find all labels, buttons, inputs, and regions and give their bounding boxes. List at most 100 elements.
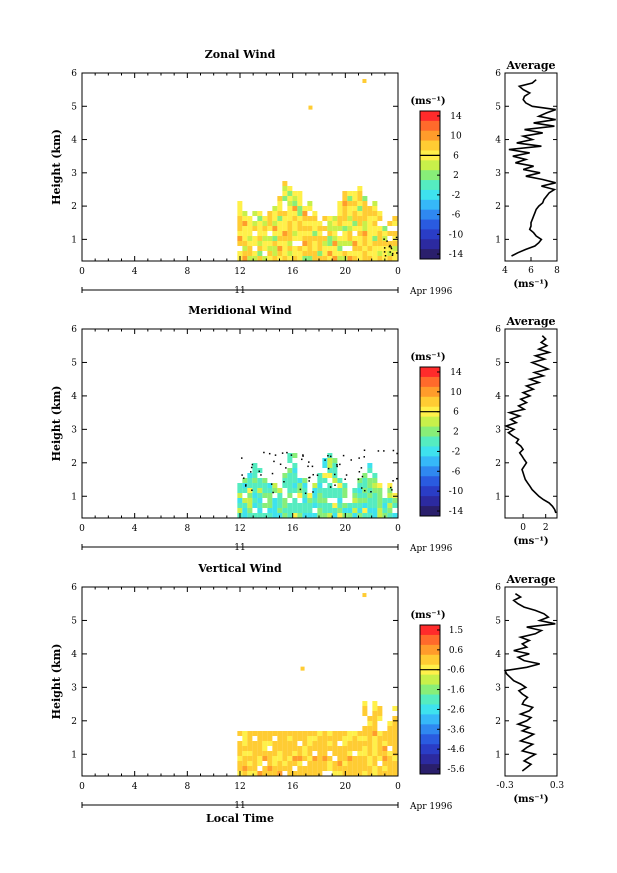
- heatmap-cell: [257, 498, 263, 503]
- heatmap-cell: [267, 236, 273, 241]
- heatmap-cell: [387, 251, 393, 256]
- heatmap-cell: [367, 498, 373, 503]
- heatmap-cell: [357, 488, 363, 493]
- heatmap-cell: [297, 256, 303, 261]
- y-tick-label: 2: [71, 459, 77, 469]
- contour-dot: [286, 451, 288, 454]
- heatmap-cell: [357, 201, 363, 206]
- heatmap-cell: [327, 736, 333, 741]
- heatmap-cell: [362, 761, 368, 766]
- heatmap-cell: [317, 766, 323, 771]
- heatmap-cell: [302, 493, 308, 498]
- heatmap-cell: [282, 231, 288, 236]
- heatmap-cell: [262, 231, 268, 236]
- colorbar-swatch: [420, 189, 440, 201]
- heatmap-cell: [347, 731, 353, 736]
- heatmap-cell: [277, 488, 283, 493]
- heatmap-cell: [262, 221, 268, 226]
- heatmap-cell: [257, 221, 263, 226]
- contour-dot: [302, 454, 304, 456]
- heatmap-cell: [262, 256, 268, 261]
- heatmap-cell: [242, 746, 248, 751]
- heatmap-cell: [257, 226, 263, 231]
- heatmap-cell: [387, 721, 393, 726]
- heatmap-cell: [247, 246, 253, 251]
- heatmap-cell: [282, 226, 288, 231]
- heatmap-cell: [332, 771, 338, 776]
- heatmap-cell: [357, 498, 363, 503]
- heatmap-cell: [337, 731, 343, 736]
- heatmap-cell: [342, 231, 348, 236]
- heatmap-cell: [297, 736, 303, 741]
- heatmap-cell: [372, 251, 378, 256]
- heatmap-cell: [347, 231, 353, 236]
- heatmap-cell: [292, 771, 298, 776]
- heatmap-cell: [282, 221, 288, 226]
- colorbar-swatch: [420, 644, 440, 656]
- heatmap-cell: [312, 221, 318, 226]
- heatmap-cell: [307, 206, 313, 211]
- contour-dot: [329, 486, 332, 488]
- heatmap-cell: [387, 493, 393, 498]
- heatmap-cell: [372, 231, 378, 236]
- heatmap-cell: [337, 756, 343, 761]
- heatmap-cell: [342, 483, 348, 488]
- heatmap-cell: [317, 226, 323, 231]
- heatmap-cell: [267, 251, 273, 256]
- heatmap-cell: [322, 493, 328, 498]
- heatmap-cell: [277, 246, 283, 251]
- heatmap-cell: [322, 226, 328, 231]
- heatmap-cell: [377, 756, 383, 761]
- heatmap-cell: [302, 751, 308, 756]
- heatmap-cell: [262, 513, 268, 518]
- heatmap-cell: [307, 221, 313, 226]
- heatmap-cell: [362, 483, 368, 488]
- heatmap-cell: [262, 241, 268, 246]
- heatmap-cell: [317, 498, 323, 503]
- heatmap-cell: [252, 503, 258, 508]
- heatmap-cell: [322, 746, 328, 751]
- heatmap-cell: [292, 478, 298, 483]
- colorbar-tick-label: -10: [449, 230, 464, 240]
- heatmap-cell: [347, 221, 353, 226]
- heatmap-cell: [347, 756, 353, 761]
- heatmap-cell: [362, 211, 368, 216]
- heatmap-cell: [292, 236, 298, 241]
- heatmap-cell: [372, 498, 378, 503]
- heatmap-cell: [287, 771, 293, 776]
- heatmap-cell: [252, 741, 258, 746]
- colorbar-swatch: [420, 754, 440, 765]
- x-tick-label: 12: [234, 782, 245, 792]
- y-tick-label: 3: [71, 169, 77, 179]
- heatmap-cell: [297, 513, 303, 518]
- heatmap-cell: [367, 468, 373, 473]
- colorbar-tick-label: 10: [450, 388, 462, 398]
- heatmap-cell: [272, 251, 278, 256]
- heatmap-cell: [272, 761, 278, 766]
- heatmap-cell: [372, 716, 378, 721]
- colorbar-swatch: [420, 396, 440, 408]
- heatmap-cell: [292, 201, 298, 206]
- heatmap-cell: [357, 731, 363, 736]
- heatmap-cell: [302, 756, 308, 761]
- heatmap-cell: [372, 721, 378, 726]
- heatmap-cell: [342, 236, 348, 241]
- heatmap-cell: [272, 508, 278, 513]
- heatmap-cell: [347, 196, 353, 201]
- heatmap-cell: [302, 488, 308, 493]
- heatmap-cell: [372, 731, 378, 736]
- heatmap-cell: [392, 716, 398, 721]
- heatmap-cell: [372, 211, 378, 216]
- heatmap-cell: [367, 488, 373, 493]
- heatmap-cell: [308, 105, 313, 110]
- heatmap-cell: [367, 463, 373, 468]
- heatmap-cell: [242, 508, 248, 513]
- heatmap-cell: [332, 741, 338, 746]
- profile-x-tick-label: 6: [528, 266, 534, 276]
- heatmap-cell: [242, 736, 248, 741]
- heatmap-cell: [317, 478, 323, 483]
- heatmap-cell: [267, 503, 273, 508]
- heatmap-cell: [287, 503, 293, 508]
- heatmap-cell: [282, 251, 288, 256]
